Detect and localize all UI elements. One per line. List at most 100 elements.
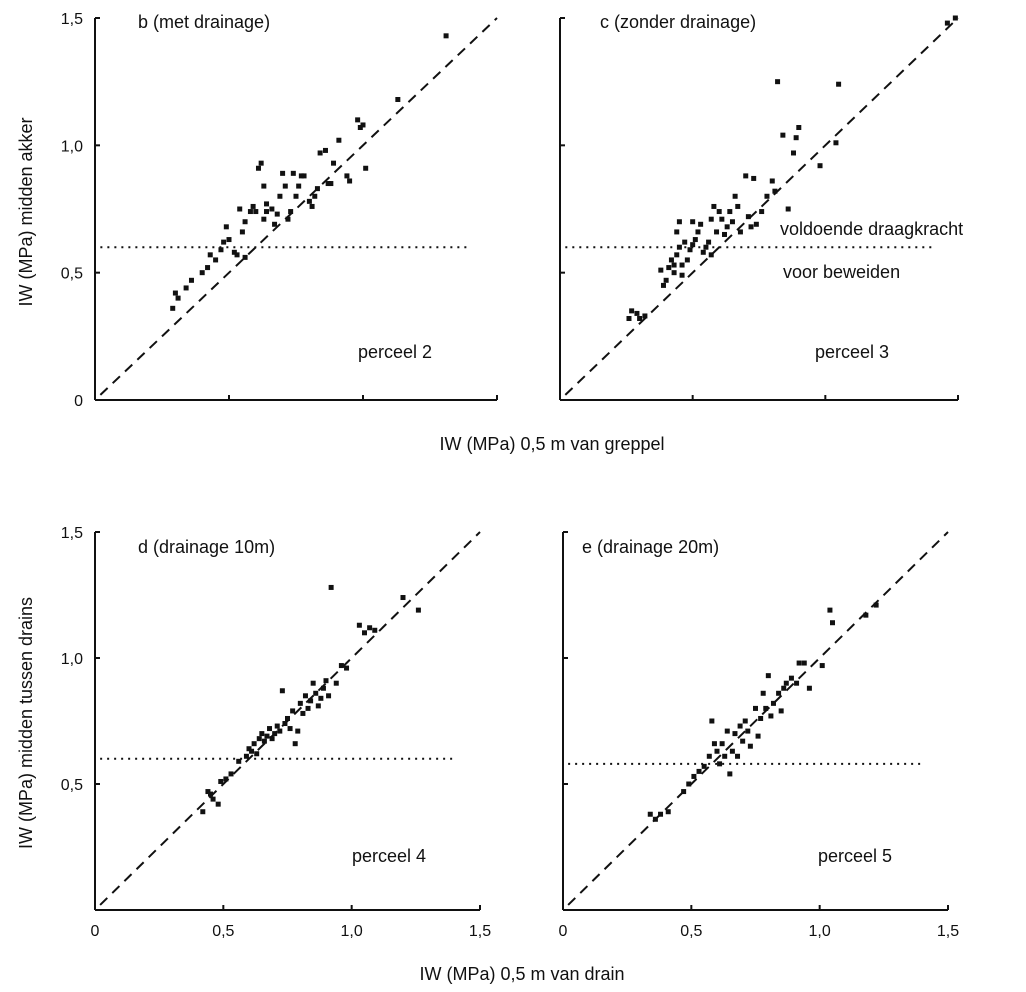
panel-d-annotation: perceel 4	[352, 846, 426, 866]
panel-b-data-point	[207, 252, 213, 258]
panel-d-data-point	[323, 678, 329, 684]
panel-d-data-point	[292, 741, 298, 747]
panel-e-data-point	[781, 685, 787, 691]
panel-d-data-point	[320, 685, 326, 691]
panel-c-data-point	[663, 277, 669, 283]
panel-e-data-point	[647, 811, 653, 817]
panel-c-data-point	[668, 257, 674, 263]
threshold-label-line1: voldoende draagkracht	[780, 219, 963, 239]
panel-e-data-point	[701, 763, 707, 769]
panel-c-data-point	[793, 135, 799, 141]
panel-c-annotation: perceel 3	[815, 342, 889, 362]
panel-c-data-point	[759, 209, 765, 215]
top-x-axis-label: IW (MPa) 0,5 m van greppel	[439, 434, 664, 454]
panel-c-data-point	[703, 244, 709, 250]
panel-b-data-point	[247, 209, 253, 215]
panel-b-data-point	[253, 209, 259, 215]
panel-c-data-point	[692, 237, 698, 243]
panel-c-data-point	[626, 316, 632, 322]
panel-c-data-point	[698, 221, 704, 227]
panel-e-data-point	[863, 612, 869, 618]
panel-e-annotation: perceel 5	[818, 846, 892, 866]
panel-c-data-point	[690, 219, 696, 225]
panel-c-data-point	[790, 150, 796, 156]
panel-e-data-point	[776, 690, 782, 696]
panel-e-data-point	[770, 700, 776, 706]
panel-c-data-point	[682, 239, 688, 245]
panel-b-data-point	[357, 125, 363, 131]
panel-e-data-point	[765, 673, 771, 679]
panel-b-data-point	[239, 229, 245, 235]
panel-d-data-point	[302, 693, 308, 699]
panel-b-data-point	[317, 150, 323, 156]
panel-b-y-tick-label: 1,0	[61, 138, 83, 155]
panel-e-data-point	[711, 741, 717, 747]
panel-b-data-point	[255, 165, 261, 171]
panel-b: b (met drainage) perceel 2 0 0,5 1,0 1,5	[61, 11, 498, 410]
panel-d-data-point	[318, 695, 324, 701]
panel-c-data-point	[671, 270, 677, 276]
panel-b-y-tick-label: 0,5	[61, 266, 83, 283]
panel-d-data-point	[333, 680, 339, 686]
panel-c-data-point	[735, 203, 741, 209]
panel-e-data-point	[742, 718, 748, 724]
panel-d-data-point	[315, 703, 321, 709]
panel-d-data-point	[218, 778, 224, 784]
panel-c-data-point	[716, 209, 722, 215]
panel-c-data-point	[833, 140, 839, 146]
panel-c-data-point	[745, 214, 751, 220]
panel-b-data-point	[261, 183, 267, 189]
panel-d-data-point	[259, 731, 265, 737]
panel-e-data-point	[758, 715, 764, 721]
panel-e-data-point	[729, 748, 735, 754]
panel-c-data-point	[748, 224, 754, 230]
panel-b-plot: 0 0,5 1,0 1,5	[61, 11, 498, 410]
panel-e-data-point	[706, 753, 712, 759]
panel-e: e (drainage 20m) perceel 5 0 0,5 1,0 1,5	[559, 531, 959, 940]
panel-c-data-point	[737, 229, 743, 235]
panel-d-data-point	[228, 771, 234, 777]
panel-b-data-point	[285, 216, 291, 222]
panel-c-data-point	[780, 132, 786, 138]
panel-e-data-point	[737, 723, 743, 729]
panel-e-data-point	[819, 663, 825, 669]
panel-e-data-point	[768, 713, 774, 719]
panel-c-data-point	[836, 81, 842, 87]
panel-b-data-point	[293, 193, 299, 199]
panel-b-data-point	[395, 96, 401, 102]
panel-c-data-point	[679, 262, 685, 268]
panel-b-data-point	[218, 247, 224, 253]
panel-d-plot: 0,5 1,0 1,5 0 0,5 1,0 1,5	[61, 525, 491, 940]
panel-e-x-tick-label: 1,5	[937, 923, 959, 940]
panel-b-data-point	[301, 173, 307, 179]
panel-c-data-point	[700, 249, 706, 255]
panel-e-data-point	[727, 771, 733, 777]
panel-c-data-point	[695, 229, 701, 235]
panel-d-data-point	[210, 796, 216, 802]
panel-c-one-to-one-line	[564, 17, 959, 396]
panel-b-data-point	[237, 206, 243, 212]
panel-c-data-point	[769, 178, 775, 184]
panel-c-data-point	[775, 79, 781, 85]
panel-e-data-point	[681, 789, 687, 795]
panel-b-data-point	[443, 33, 449, 39]
panel-d-data-point	[338, 663, 344, 669]
panel-e-data-point	[796, 660, 802, 666]
panel-d-data-point	[282, 721, 288, 727]
panel-c-data-point	[796, 125, 802, 131]
panel-b-data-point	[344, 173, 350, 179]
panel-d-data-point	[308, 698, 314, 704]
panel-c-data-point	[817, 163, 823, 169]
panel-e-data-point	[830, 620, 835, 626]
panel-c-data-point	[708, 252, 714, 258]
panel-b-y-tick-label: 0	[74, 393, 83, 410]
panel-d-data-point	[277, 728, 283, 734]
panel-b-data-point	[272, 221, 278, 227]
panel-d-data-point	[272, 731, 278, 737]
panel-b-data-point	[298, 173, 304, 179]
panel-b-data-point	[325, 181, 331, 187]
panel-b-data-point	[306, 198, 312, 204]
panel-d-title: d (drainage 10m)	[138, 537, 275, 557]
panel-d-data-point	[200, 809, 206, 815]
